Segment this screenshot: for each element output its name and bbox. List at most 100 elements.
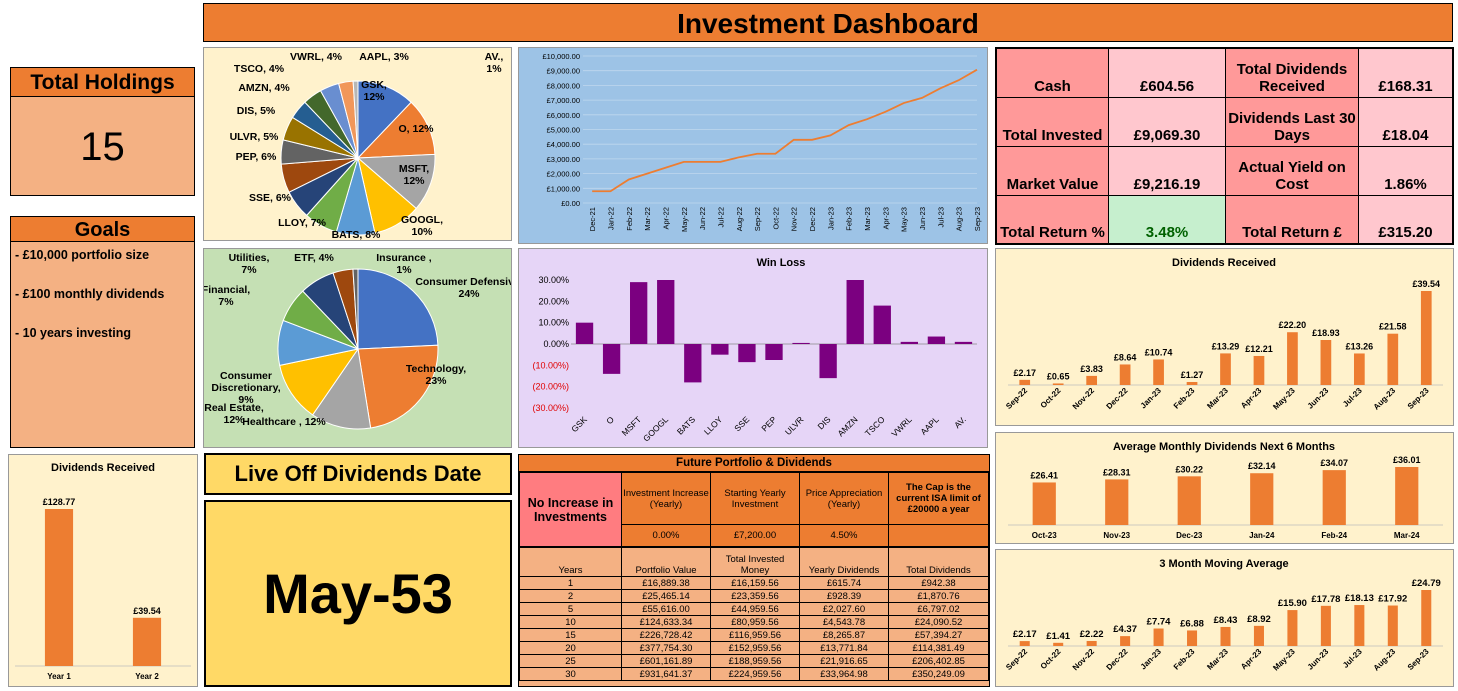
data-label: £128.77 [43,497,76,507]
x-tick-label: Mar-23 [1205,386,1230,411]
table-cell: £116,959.56 [710,628,800,642]
goals-panel: - £10,000 portfolio size - £100 monthly … [10,241,195,448]
data-label: £22.20 [1279,320,1307,330]
bar [738,344,756,363]
goal-item: - £100 monthly dividends [15,287,165,301]
x-tick-label: Nov-22 [1071,386,1097,412]
table-cell: £8,265.87 [799,628,889,642]
x-tick-label: May-23 [1271,386,1297,412]
data-label: £4.37 [1113,624,1137,635]
bar [1253,355,1265,385]
bar [1187,630,1198,646]
x-tick-label: Dec-22 [1105,386,1130,411]
dividends-received-chart: Dividends Received £2.17 Sep-22 £0.65 Oct-22… [1004,257,1443,412]
pie-label: Financial, 7% [204,284,250,308]
win-loss-chart: Win Loss 30.00% 20.00% 10.00% 0.00% (10.00%) (… [532,257,977,443]
table-cell: £601,161.89 [621,654,711,668]
metrics-table: Cash £604.56 Total Dividends Received £1… [995,47,1454,245]
data-label: £6.88 [1180,618,1204,629]
x-tick-label: DIS [815,414,832,431]
invested-line-panel: £0.00 £1,000.00 £2,000.00 £3,000.00 £4,000.0… [518,47,988,244]
table-cell: £55,616.00 [621,602,711,616]
table-cell: 20 [519,641,622,655]
pie-label: ETF, 4% [294,252,334,264]
x-tick-label: Oct-22 [1039,647,1063,671]
x-tick-label: Jun-23 [1306,647,1331,672]
x-tick-label: Apr-22 [661,207,670,230]
column-header: Portfolio Value [621,547,711,577]
x-tick-label: Aug-22 [735,207,744,231]
x-tick-label: Nov-22 [790,207,799,231]
bar [1019,379,1031,385]
dashboard-title: Investment Dashboard [203,3,1453,42]
data-label: £15.90 [1278,598,1307,609]
x-tick-label: ULVR [783,414,806,437]
table-cell: £350,249.09 [888,667,989,681]
x-tick-label: AMZN [836,414,860,438]
data-label: £32.14 [1248,461,1276,471]
pie-slice [357,268,439,350]
live-off-value: May-53 [204,500,512,687]
chart-title: Dividends Received [51,462,155,474]
cash-value: £604.56 [1108,47,1226,98]
future-title: Future Portfolio & Dividends [519,455,989,472]
data-label: £26.41 [1030,470,1058,480]
pie-slice [279,348,360,416]
table-cell: £226,728.42 [621,628,711,642]
chart-title: Win Loss [757,257,806,269]
table-cell: £206,402.85 [888,654,989,668]
x-tick-label: Oct-22 [771,207,780,230]
x-tick-label: Sep-23 [1406,386,1431,411]
pie-label: AMZN, 4% [238,82,290,94]
y-tick-label: £9,000.00 [547,67,580,76]
table-cell: 5 [519,602,622,616]
invested-value: £9,069.30 [1108,96,1226,147]
x-tick-label: Jan-23 [1139,386,1164,411]
x-tick-label: Apr-23 [881,207,890,230]
table-cell: £24,090.52 [888,615,989,629]
x-tick-label: Feb-23 [1172,386,1197,411]
bar [602,344,621,374]
x-tick-label: Jan-24 [1249,531,1275,540]
pie-label: VWRL, 4% [290,51,343,63]
bar [1019,641,1030,646]
bar [1105,479,1129,525]
table-cell: £44,959.56 [710,602,800,616]
live-off-label: Live Off Dividends Date [204,453,512,495]
x-tick-label: PEP [759,414,778,433]
pie-label: ULVR, 5% [230,131,279,143]
table-cell: £224,959.56 [710,667,800,681]
bar [1153,628,1164,646]
total-return-pct-label: Total Return % [995,194,1109,245]
bar [1177,476,1201,525]
chart-title: 3 Month Moving Average [1159,558,1288,570]
data-label: £39.54 [1413,279,1441,289]
y-tick-label: £6,000.00 [547,111,580,120]
x-tick-label: MSFT [620,414,643,437]
x-tick-label: Jan-22 [606,207,615,230]
table-cell: £13,771.84 [799,641,889,655]
x-tick-label: Apr-23 [1239,386,1264,411]
bar [44,509,74,666]
x-tick-label: Mar-23 [1205,647,1230,672]
table-cell: £931,641.37 [621,667,711,681]
table-row: 10 £124,633.34 £80,959.56 £4,543.78 £24,090.… [519,615,989,629]
column-header: Yearly Dividends [799,547,889,577]
future-header-row: Years Portfolio Value Total Invested Mon… [519,547,989,577]
x-tick-label: TSCO [863,414,887,438]
pie-slice [311,347,372,430]
table-cell: £57,394.27 [888,628,989,642]
table-cell: £114,381.49 [888,641,989,655]
table-cell: £6,797.02 [888,602,989,616]
param-header: The Cap is the current ISA limit of £200… [888,472,989,525]
market-value: £9,216.19 [1108,145,1226,196]
data-label: £2.17 [1013,629,1037,640]
x-tick-label: May-23 [900,207,909,232]
total-dividends-label: Total Dividends Received [1225,47,1359,98]
x-tick-label: Mar-24 [1394,531,1420,540]
total-holdings-value: 15 [10,96,195,196]
bar [1253,625,1264,646]
x-tick-label: Sep-22 [753,207,762,231]
dividends-received-panel: Dividends Received £2.17 Sep-22 £0.65 Oct-22… [995,248,1454,426]
table-cell: 30 [519,667,622,681]
